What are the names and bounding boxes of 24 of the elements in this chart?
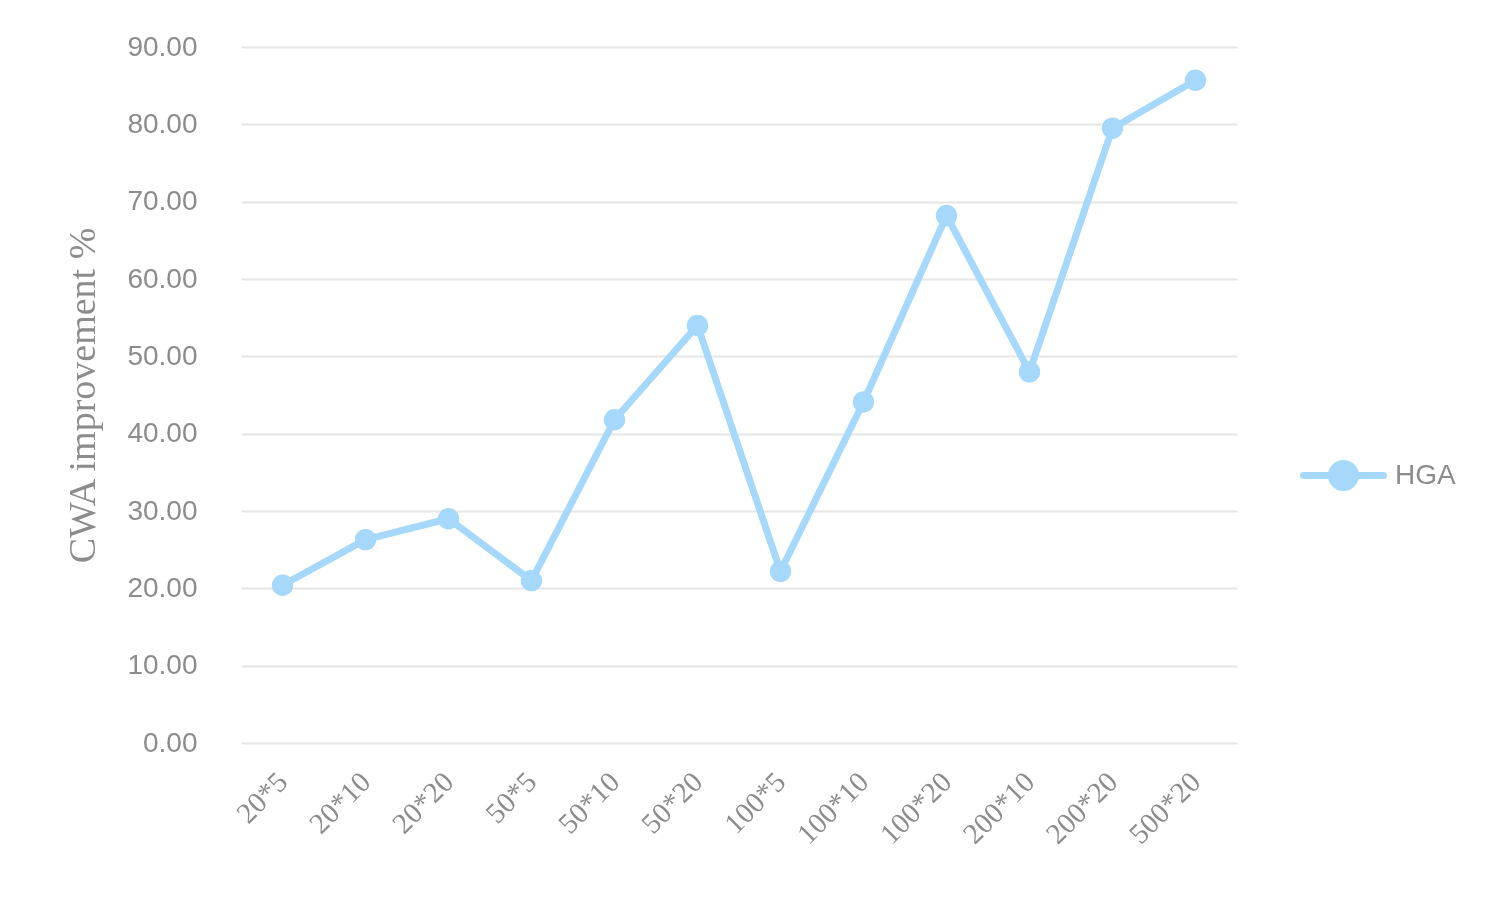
point — [1184, 69, 1207, 91]
point — [1101, 117, 1124, 139]
y-tick-label: 90.00 — [127, 30, 198, 62]
y-tick-label: 50.00 — [127, 339, 198, 371]
y-tick-label: 30.00 — [127, 494, 198, 526]
y-tick-label: 10.00 — [127, 649, 198, 681]
point — [852, 391, 875, 413]
point — [354, 528, 377, 551]
point — [603, 409, 626, 431]
point — [686, 314, 709, 337]
point — [935, 204, 958, 227]
y-tick-label: 60.00 — [127, 262, 198, 294]
point — [437, 508, 460, 530]
y-tick-label: 0.00 — [143, 726, 198, 758]
point — [271, 574, 294, 596]
point — [769, 560, 792, 583]
y-tick-label: 20.00 — [127, 571, 198, 603]
point — [520, 569, 543, 592]
y-axis-title: CWA improvement % — [61, 227, 104, 564]
point — [1018, 361, 1041, 383]
y-tick-label: 70.00 — [127, 185, 198, 217]
y-tick-label: 80.00 — [127, 107, 198, 139]
legend-label: HGA — [1395, 458, 1456, 490]
y-tick-label: 40.00 — [127, 417, 198, 449]
